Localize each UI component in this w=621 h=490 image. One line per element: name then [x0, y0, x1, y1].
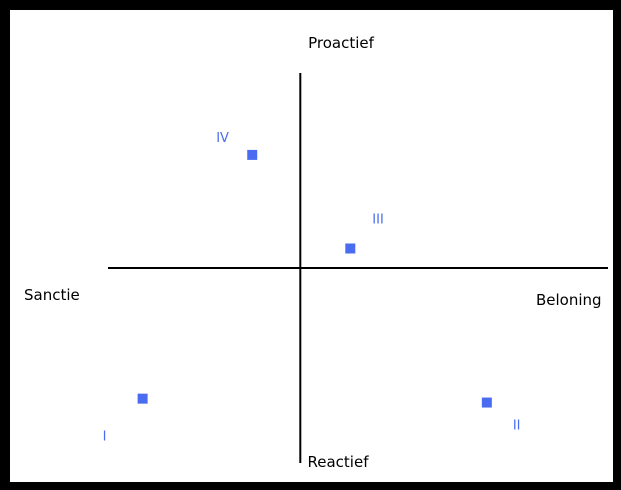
- point-label-i: I: [103, 430, 107, 445]
- data-point-ii: [481, 397, 492, 408]
- point-label-iv: IV: [216, 131, 229, 146]
- quadrant-chart: Proactief Reactief Sanctie Beloning IIII…: [24, 34, 608, 471]
- data-point-i: [137, 393, 148, 404]
- data-point-iv: [247, 149, 258, 160]
- chart-frame: Proactief Reactief Sanctie Beloning I II I…: [10, 10, 613, 482]
- axis-label-proactief: Proactief: [308, 34, 375, 52]
- axis-label-beloning: Beloning: [536, 291, 602, 309]
- point-label-ii: II: [513, 419, 521, 434]
- axis-label-sanctie: Sanctie: [24, 286, 80, 304]
- data-point-iii: [345, 243, 356, 254]
- axis-label-reactief: Reactief: [308, 453, 370, 471]
- point-label-iii: III: [372, 213, 384, 228]
